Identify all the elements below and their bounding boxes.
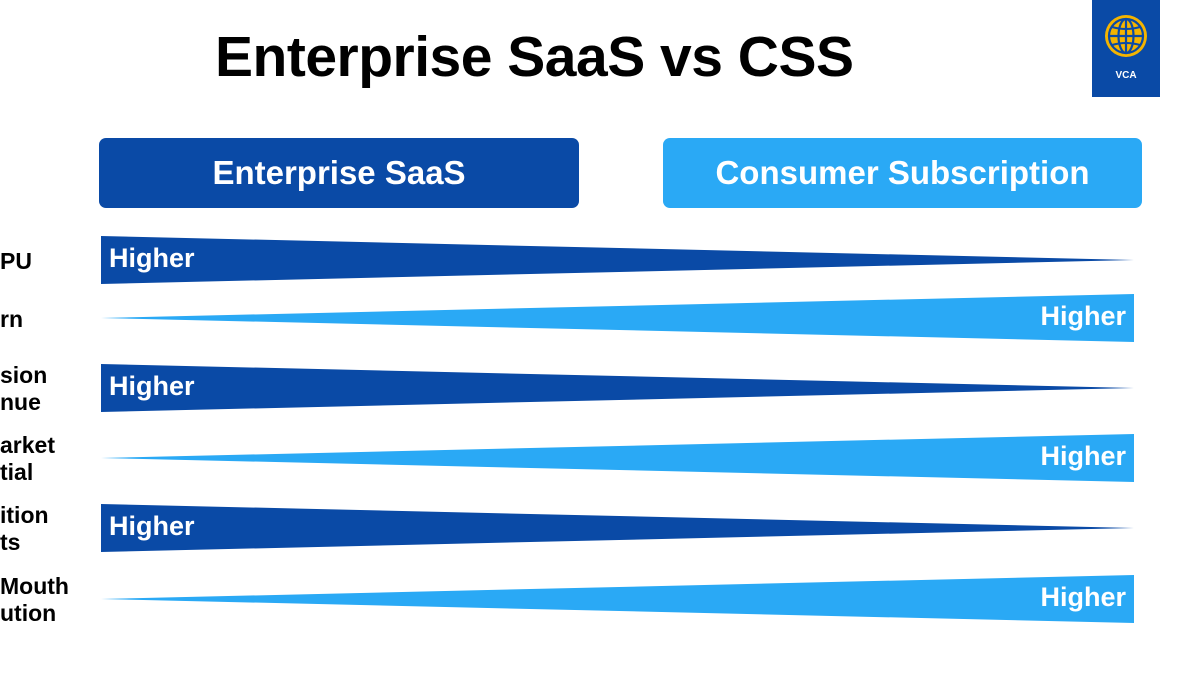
page-title: Enterprise SaaS vs CSS (215, 25, 854, 89)
logo-text: VCA (1115, 70, 1137, 81)
row-label-line: rn (0, 305, 23, 332)
wedge-row-1 (101, 236, 1134, 284)
wedge-row-4 (101, 434, 1134, 482)
row-label-line: ition (0, 502, 49, 528)
row-label-line: arket (0, 432, 55, 458)
higher-label-row-3: Higher (109, 371, 195, 401)
row-label-line: ution (0, 600, 57, 626)
wedge-row-5 (101, 504, 1134, 552)
row-label-3: sion nue (0, 362, 47, 416)
row-label-4: arket tial (0, 432, 55, 486)
row-label-line: tial (0, 459, 34, 485)
row-label-line: sion (0, 362, 48, 388)
logo: VCA (1092, 0, 1160, 97)
row-label-line: PU (0, 247, 32, 274)
higher-label-row-1: Higher (109, 243, 195, 273)
wedge-row-6 (101, 575, 1134, 623)
row-label-line: nue (0, 389, 41, 415)
row-label-line: Mouth (0, 573, 69, 599)
row-label-6: Mouth ution (0, 573, 69, 627)
higher-label-row-5: Higher (109, 511, 195, 541)
wedge-row-3 (101, 364, 1134, 412)
higher-label-row-2: Higher (1040, 301, 1126, 331)
globe-icon (1105, 15, 1147, 57)
row-label-5: ition ts (0, 502, 49, 556)
higher-label-row-6: Higher (1040, 582, 1126, 612)
column-header-consumer-subscription: Consumer Subscription (663, 138, 1142, 208)
row-label-1: PU (0, 248, 32, 275)
row-label-line: ts (0, 529, 21, 555)
higher-label-row-4: Higher (1040, 441, 1126, 471)
row-label-2: rn (0, 306, 23, 333)
column-header-enterprise-saas: Enterprise SaaS (99, 138, 579, 208)
wedge-row-2 (101, 294, 1134, 342)
